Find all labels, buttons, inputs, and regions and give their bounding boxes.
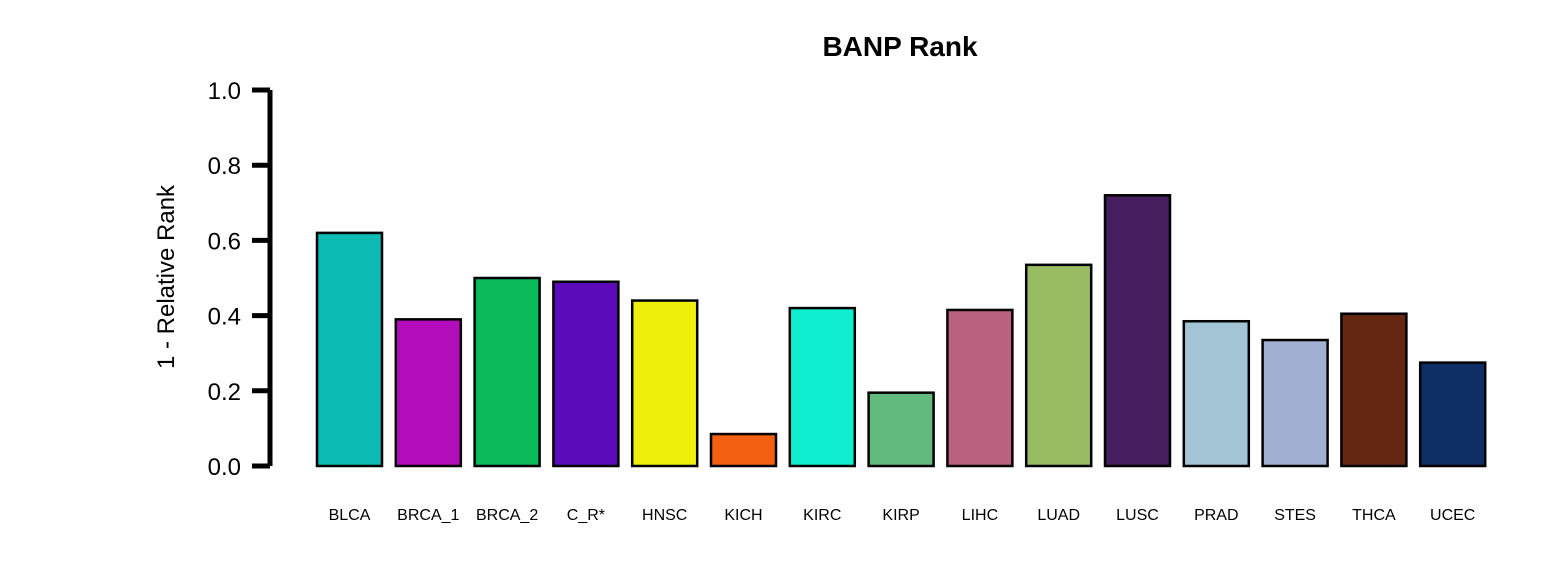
y-tick-label: 0.4	[208, 304, 241, 331]
bar-brca-2	[473, 276, 541, 468]
bar-prad	[1182, 319, 1251, 468]
y-tick-label: 0.8	[208, 153, 241, 180]
bar-hnsc	[630, 299, 699, 468]
x-tick-label: KICH	[724, 507, 762, 524]
y-tick-label: 0.6	[208, 228, 241, 255]
x-tick-label: LIHC	[962, 507, 998, 524]
chart-title: BANP Rank	[822, 31, 978, 62]
y-axis: 0.0 0.2 0.4 0.6 0.8 1.0	[208, 78, 273, 481]
bar-kirc	[788, 306, 857, 468]
bar-luad	[1024, 263, 1093, 468]
bar-kirp	[867, 391, 935, 468]
bar-brca-1	[394, 318, 463, 468]
x-tick-label: UCEC	[1430, 507, 1475, 524]
bar-lihc	[946, 308, 1014, 468]
x-tick-label: LUAD	[1037, 507, 1080, 524]
x-axis-labels: BLCA BRCA_1 BRCA_2 C_R* HNSC KICH KIRC KIRP LIHC…	[329, 507, 1476, 524]
bar-blca	[315, 231, 384, 468]
bars-group	[315, 194, 1487, 468]
x-tick-label: LUSC	[1116, 507, 1159, 524]
y-tick-label: 0.2	[208, 379, 241, 406]
x-tick-label: BLCA	[329, 507, 371, 524]
x-tick-label: C_R*	[567, 507, 605, 524]
x-tick-label: THCA	[1352, 507, 1396, 524]
y-tick-label: 1.0	[208, 78, 241, 105]
x-tick-label: STES	[1274, 507, 1316, 524]
bar-ucec	[1418, 361, 1487, 468]
bar-stes	[1261, 338, 1329, 468]
bar-lusc	[1103, 194, 1172, 468]
y-tick-label: 0.0	[208, 454, 241, 481]
x-tick-label: BRCA_2	[476, 507, 538, 524]
bar-kich	[709, 432, 778, 468]
x-tick-label: KIRP	[882, 507, 919, 524]
x-tick-label: BRCA_1	[397, 507, 459, 524]
x-tick-label: HNSC	[642, 507, 687, 524]
x-tick-label: PRAD	[1194, 507, 1238, 524]
bar-thca	[1340, 312, 1408, 468]
x-tick-label: KIRC	[803, 507, 841, 524]
y-axis-label: 1 - Relative Rank	[153, 184, 180, 369]
bar-c-r	[552, 280, 620, 468]
